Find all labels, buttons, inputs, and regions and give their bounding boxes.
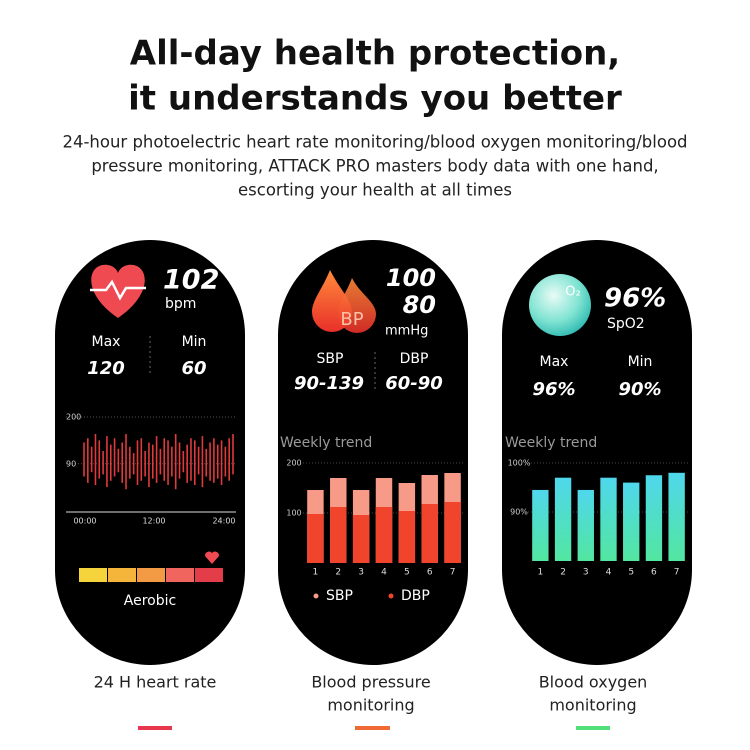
- subtitle: pressure monitoring, ATTACK PRO masters …: [91, 157, 658, 176]
- x-tick-label: 2: [335, 568, 341, 578]
- heart-pulse: [90, 279, 146, 301]
- spo2-value: 96%: [604, 284, 666, 314]
- stat-value: 60-90: [385, 373, 443, 394]
- caption: monitoring: [549, 696, 636, 715]
- x-tick-label: 24:00: [212, 517, 235, 526]
- bar: [444, 502, 461, 563]
- x-tick-label: 4: [606, 568, 612, 578]
- watch-screen: [502, 240, 692, 665]
- bar: [600, 477, 617, 561]
- bar: [307, 514, 324, 563]
- bar: [398, 511, 416, 563]
- bp-unit: mmHg: [385, 324, 428, 339]
- zone-segment: [108, 568, 136, 582]
- caption: Blood oxygen: [539, 673, 648, 692]
- bar: [554, 477, 572, 561]
- bp-value: 80: [403, 291, 436, 319]
- stat-value: 90-139: [294, 373, 364, 394]
- x-tick-label: 7: [674, 568, 680, 578]
- zone-label: Aerobic: [124, 593, 176, 609]
- x-tick-label: 12:00: [142, 517, 165, 526]
- watch-screen: [55, 240, 245, 665]
- x-tick-label: 7: [450, 568, 456, 578]
- x-tick-label: 00:00: [73, 517, 96, 526]
- stat-value: 90%: [618, 379, 661, 400]
- hr-value: 102: [163, 265, 219, 296]
- bar: [421, 504, 438, 563]
- x-tick-label: 6: [651, 568, 657, 578]
- chart-title: Weekly trend: [505, 435, 597, 451]
- subtitle: 24-hour photoelectric heart rate monitor…: [62, 133, 687, 152]
- legend-label: SBP: [326, 588, 353, 604]
- x-tick-label: 3: [358, 568, 364, 578]
- y-tick-label: 100%: [508, 459, 531, 468]
- stat-title: DBP: [400, 351, 429, 367]
- zone-segment: [195, 568, 223, 582]
- bar: [330, 507, 347, 563]
- y-tick-label: 200: [66, 413, 81, 422]
- stat-title: Max: [92, 334, 121, 350]
- caption: 24 H heart rate: [94, 673, 217, 692]
- oxygen-icon: [529, 274, 591, 336]
- y-tick-label: 90: [66, 459, 76, 468]
- x-tick-label: 1: [313, 568, 319, 578]
- title: All-day health protection,: [130, 34, 620, 74]
- x-tick-label: 4: [381, 568, 387, 578]
- chart-title: Weekly trend: [280, 435, 372, 451]
- bar: [375, 507, 393, 563]
- x-tick-label: 2: [560, 568, 566, 578]
- icon-text: BP: [340, 309, 363, 330]
- spo2-unit: SpO2: [607, 316, 645, 332]
- bp-value: 100: [386, 264, 436, 292]
- zone-segment: [79, 568, 107, 582]
- legend-label: DBP: [401, 588, 430, 604]
- caption: Blood pressure: [311, 673, 430, 692]
- x-tick-label: 5: [628, 568, 634, 578]
- x-tick-label: 5: [404, 568, 410, 578]
- bar: [668, 472, 685, 561]
- zone-marker: [204, 551, 220, 564]
- bar: [645, 475, 663, 561]
- y-tick-label: 100: [286, 509, 301, 518]
- bar: [532, 489, 549, 561]
- stat-title: Max: [540, 354, 569, 370]
- y-tick-label: 90%: [510, 508, 528, 517]
- caption: monitoring: [327, 696, 414, 715]
- watch-screen: [278, 240, 468, 665]
- bar: [623, 482, 640, 561]
- legend-dot: [388, 593, 394, 599]
- x-tick-label: 3: [583, 568, 589, 578]
- bar: [577, 489, 594, 561]
- legend-dot: [313, 593, 319, 599]
- x-tick-label: 1: [537, 568, 543, 578]
- icon-text: O₂: [565, 285, 580, 300]
- zone-segment: [137, 568, 165, 582]
- zone-segment: [166, 568, 194, 582]
- title: it understands you better: [128, 79, 622, 119]
- y-tick-label: 200: [286, 459, 301, 468]
- stat-value: 96%: [532, 379, 575, 400]
- stat-title: Min: [182, 334, 207, 350]
- subtitle: escorting your health at all times: [238, 181, 512, 200]
- stat-value: 60: [181, 358, 206, 379]
- drop-icon: [338, 278, 376, 333]
- x-tick-label: 6: [427, 568, 433, 578]
- bar: [352, 515, 370, 563]
- stat-title: Min: [628, 354, 653, 370]
- stat-value: 120: [87, 358, 125, 379]
- stat-title: SBP: [317, 351, 344, 367]
- hr-unit: bpm: [165, 296, 196, 312]
